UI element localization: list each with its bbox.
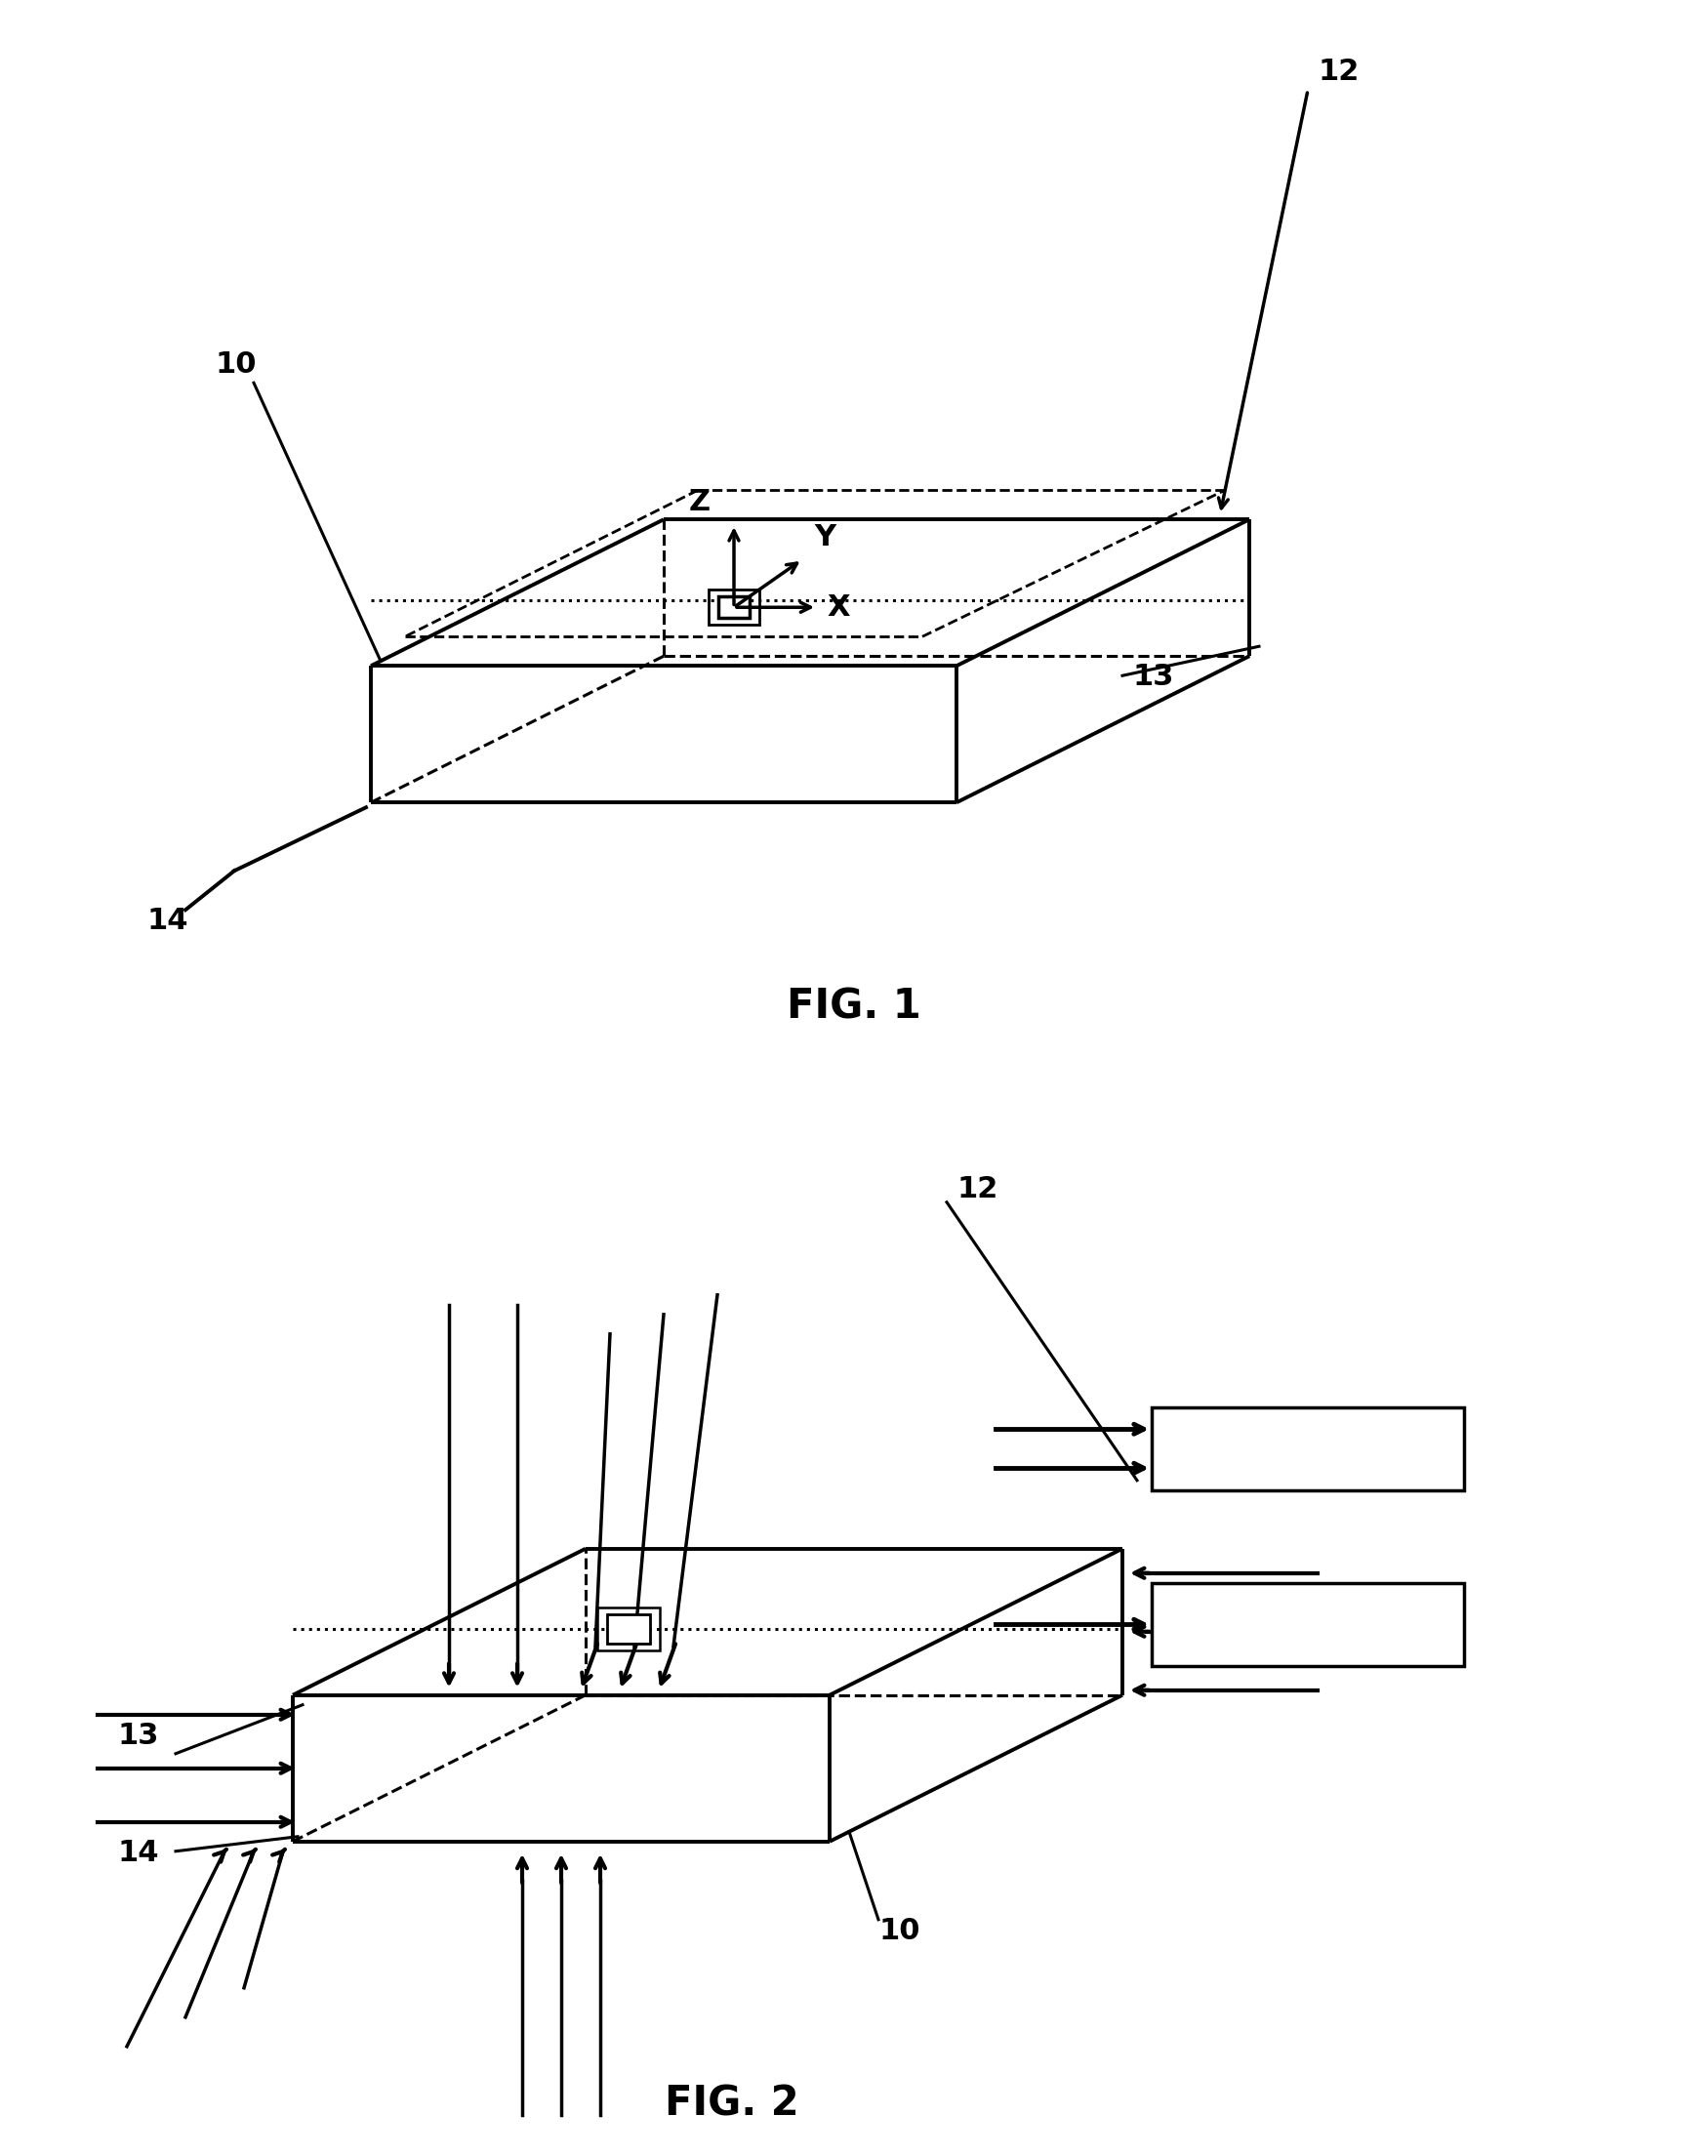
FancyBboxPatch shape (719, 597, 750, 619)
Text: 12: 12 (1317, 58, 1360, 86)
Text: FIG. 1: FIG. 1 (787, 985, 921, 1026)
Text: 14: 14 (118, 1839, 159, 1867)
Text: 12: 12 (956, 1175, 997, 1203)
Text: Single Tap: Single Tap (1249, 1613, 1366, 1636)
Text: 13: 13 (118, 1720, 159, 1751)
Text: Double Tap: Double Tap (1243, 1436, 1372, 1460)
Text: 14: 14 (147, 908, 188, 936)
Text: 13: 13 (1132, 662, 1173, 692)
Text: 10: 10 (215, 351, 256, 379)
Text: Y: Y (815, 524, 835, 552)
Bar (1151, 1408, 1464, 1490)
Text: 10: 10 (878, 1917, 921, 1945)
FancyBboxPatch shape (606, 1615, 651, 1643)
Text: Z: Z (688, 487, 711, 517)
Bar (1151, 1583, 1464, 1667)
Text: X: X (827, 593, 849, 621)
Text: FIG. 2: FIG. 2 (664, 2083, 799, 2124)
